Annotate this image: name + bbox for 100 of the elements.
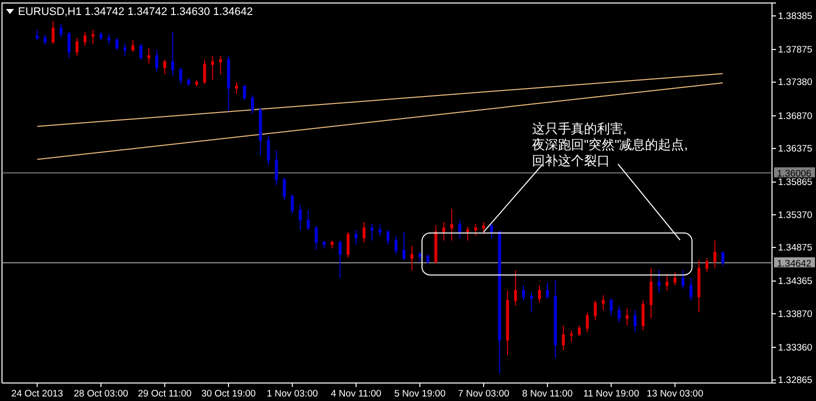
candlestick [68,32,71,58]
x-tick-label: 1 Nov 03:00 [266,388,318,400]
y-tick-label: 1.34365 [778,276,812,288]
ref-line-label: 1.34642 [777,258,812,270]
candlestick [570,330,573,343]
y-tick-label: 1.36870 [778,110,812,122]
candlestick [282,177,286,201]
annotation: 这只手真的利害, 夜深跑回"突然"减息的起点, 回补这个裂口 [532,121,688,168]
x-tick-label: 11 Nov 19:00 [583,388,640,400]
candlestick [506,290,510,356]
candlestick [386,229,390,245]
x-tick-label: 24 Oct 2013 [11,388,64,400]
candlestick [490,224,494,240]
candlestick [290,194,294,215]
ref-line-label: 1.36006 [777,168,812,180]
candlestick [314,225,318,250]
candlestick [578,325,581,337]
x-tick-label: 13 Nov 03:00 [646,388,704,400]
candlestick [354,229,358,245]
candlestick [36,30,39,40]
y-tick-label: 1.35370 [778,210,812,221]
x-tick-label: 7 Nov 03:00 [458,388,510,400]
candlestick [626,308,629,326]
candlestick [370,224,374,241]
x-tick-label: 29 Oct 11:00 [138,388,192,400]
candlestick [147,47,150,64]
y-tick-label: 1.37380 [778,77,812,88]
candlestick [378,224,382,236]
candlestick [84,32,87,46]
x-tick-label: 28 Oct 03:00 [74,388,128,400]
candlestick [546,282,549,300]
candlestick [274,150,278,186]
candlestick [322,240,326,249]
candlestick [466,226,470,241]
candlestick [697,260,700,313]
candlestick [115,37,118,50]
candlestick [602,294,605,311]
candlestick [650,268,653,319]
candlestick [594,300,597,321]
candlestick [681,270,684,290]
candlestick [99,32,102,40]
candlestick [258,107,262,156]
candlestick [713,240,716,269]
candlestick [234,82,238,95]
candlestick [298,204,302,230]
candlestick [514,270,518,306]
candlestick [530,292,533,313]
candlestick [642,300,645,331]
y-tick-label: 1.35865 [778,177,812,188]
candlestick [139,43,142,60]
candlestick [450,208,454,241]
candlestick [195,80,198,88]
candlestick [554,280,557,358]
candlestick [610,298,613,316]
candlestick [338,240,342,279]
candlestick [673,272,676,286]
candlestick [131,39,134,52]
y-tick-label: 1.34875 [778,242,812,254]
candlestick [330,240,334,249]
candlestick [705,258,708,273]
y-tick-label: 1.33870 [778,308,812,320]
candlestick [394,235,398,255]
y-tick-label: 1.37875 [778,44,812,56]
candlestick [242,84,246,100]
candlestick [721,252,724,266]
candlestick [107,34,110,44]
candlestick [474,224,478,236]
candlestick [362,222,366,243]
candlestick [562,325,565,351]
x-tick-label: 5 Nov 19:00 [394,388,446,400]
candlestick [346,231,350,258]
candlestick [410,245,414,271]
candlestick [179,67,182,85]
y-tick-label: 1.33360 [778,342,812,354]
x-tick-label: 8 Nov 11:00 [522,388,573,400]
candlestick [426,254,430,264]
x-tick-label: 4 Nov 11:00 [330,388,382,400]
candlestick [458,220,462,240]
candlestick [538,284,541,304]
candlestick [123,43,126,56]
candlestick [522,284,526,302]
candlestick [666,274,669,292]
candlestick [306,210,310,230]
candlestick [171,32,174,76]
candlestick [442,222,446,241]
y-tick-label: 1.32865 [778,375,812,386]
candlestick [658,270,661,294]
candlestick [634,310,637,333]
candlestick [76,37,79,56]
candlestick [618,305,621,323]
candlestick [266,135,270,166]
y-tick-label: 1.36375 [778,144,812,155]
candlestick [482,222,486,234]
candlestick [60,24,63,38]
chart-title: EURUSD,H1 1.34742 1.34742 1.34630 1.34642 [18,6,253,18]
candlestick [203,59,206,85]
candlestick [418,251,422,262]
candlestick [227,55,230,112]
candlestick [91,30,94,44]
candlestick [219,55,222,75]
